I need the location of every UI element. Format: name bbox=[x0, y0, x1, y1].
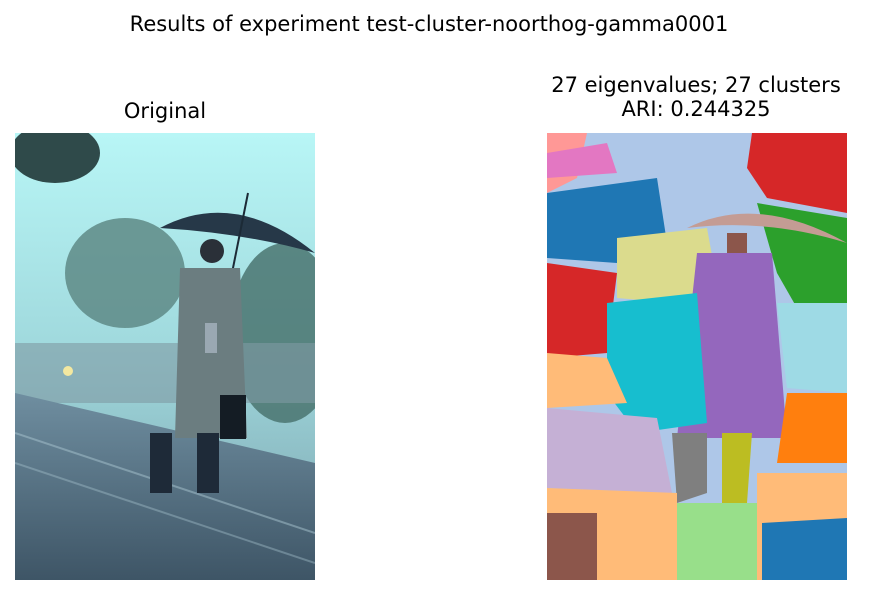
clustered-title-line2: ARI: 0.244325 bbox=[621, 97, 771, 121]
figure-suptitle: Results of experiment test-cluster-noort… bbox=[129, 12, 729, 36]
original-panel-title: Original bbox=[123, 99, 207, 123]
clustered-panel-title: 27 eigenvalues; 27 clusters ARI: 0.24432… bbox=[496, 73, 883, 121]
original-image bbox=[15, 133, 315, 580]
clustered-image bbox=[547, 133, 847, 580]
clustered-title-line1: 27 eigenvalues; 27 clusters bbox=[551, 73, 841, 97]
